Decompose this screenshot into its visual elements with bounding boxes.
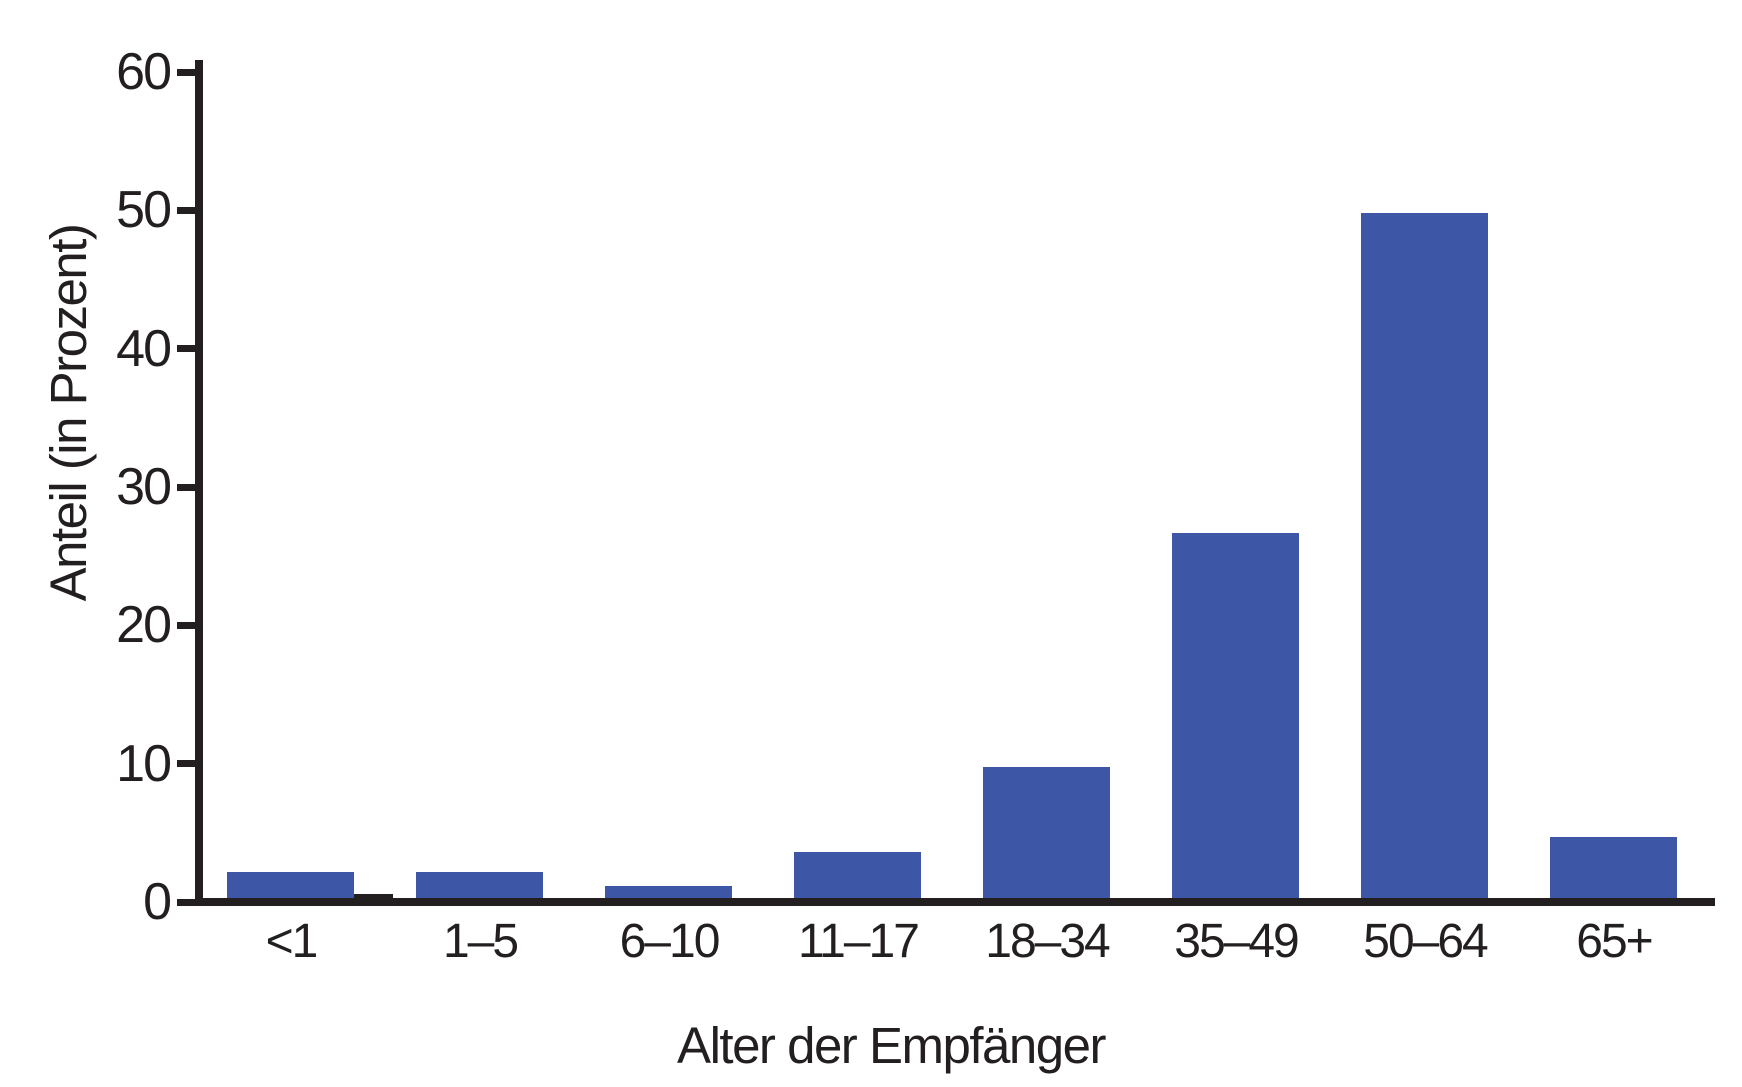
x-axis-title: Alter der Empfänger: [677, 1017, 1106, 1074]
x-tick-label: 65+: [1576, 915, 1653, 968]
bar: [983, 767, 1110, 898]
bar: [794, 852, 921, 898]
y-axis-title: Anteil (in Prozent): [40, 224, 97, 602]
y-tick-label: 50: [116, 181, 172, 239]
y-tick: [177, 484, 196, 491]
bar: [1361, 213, 1488, 898]
y-tick-label: 40: [116, 320, 172, 378]
x-axis-line: [195, 898, 1715, 906]
bar: [605, 886, 732, 898]
bar: [1550, 837, 1677, 898]
x-tick-label: 35–49: [1174, 915, 1299, 968]
y-tick-label: 30: [116, 458, 172, 516]
y-tick: [177, 760, 196, 767]
bar: [1172, 533, 1299, 898]
x-tick-label: 50–64: [1363, 915, 1488, 968]
bar: [416, 872, 543, 898]
bar: [227, 872, 354, 898]
y-tick-label: 10: [116, 735, 172, 793]
y-tick: [177, 207, 196, 214]
x-tick-label: <1: [265, 915, 319, 968]
x-tick-label: 1–5: [442, 915, 519, 968]
x-tick-label: 11–17: [798, 915, 920, 968]
y-tick-label: 60: [116, 43, 172, 101]
x-tick-label: 6–10: [619, 915, 721, 968]
y-tick-label: 0: [143, 873, 172, 931]
x-tick-label: 18–34: [985, 915, 1110, 968]
baseline-mark: [354, 894, 393, 898]
y-tick: [177, 622, 196, 629]
y-tick-label: 20: [116, 596, 172, 654]
y-tick: [177, 899, 196, 906]
y-axis-line: [195, 60, 203, 906]
y-tick: [177, 69, 196, 76]
y-tick: [177, 345, 196, 352]
